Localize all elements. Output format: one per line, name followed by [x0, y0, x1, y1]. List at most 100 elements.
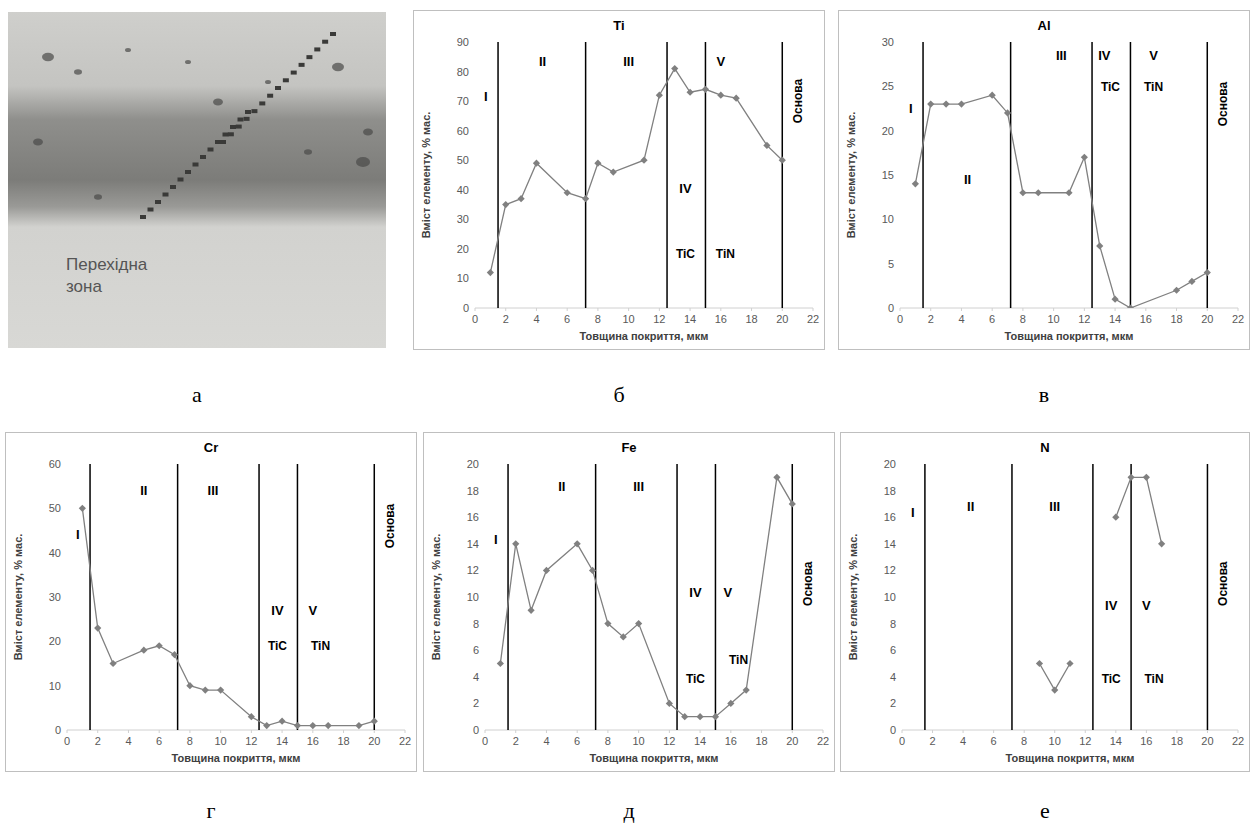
x-tick-label: 0	[64, 735, 70, 747]
zone-line	[922, 42, 924, 308]
y-tick-label: 20	[882, 125, 894, 137]
indent-mark	[259, 101, 265, 105]
chart-title: Cr	[204, 440, 218, 455]
x-tick-label: 4	[958, 313, 964, 325]
zone-label: IV	[1105, 598, 1118, 613]
indent-mark	[245, 110, 251, 114]
zone-line	[1092, 464, 1094, 730]
x-tick	[961, 308, 962, 311]
data-point	[94, 624, 101, 631]
x-tick	[730, 730, 731, 733]
y-tick-label: 20	[467, 458, 479, 470]
y-tick-label: 8	[890, 618, 896, 630]
panel-letter: б	[613, 382, 624, 407]
x-tick-label: 0	[472, 313, 478, 325]
zone-label: I	[911, 505, 915, 520]
zone-label: Основа	[383, 504, 397, 549]
zone-label: Основа	[1216, 561, 1230, 606]
x-tick	[1115, 308, 1116, 311]
data-point	[1127, 304, 1134, 308]
x-tick	[374, 730, 375, 733]
indent-mark	[178, 178, 184, 182]
panel-letter: г	[206, 798, 215, 823]
indent-mark	[322, 40, 328, 44]
x-tick-label: 2	[513, 735, 519, 747]
y-tick-label: 20	[49, 635, 61, 647]
indent-mark	[155, 200, 161, 204]
indent-mark	[223, 133, 229, 137]
x-tick	[761, 730, 762, 733]
x-tick	[690, 308, 691, 311]
y-tick-label: 4	[473, 671, 479, 683]
y-tick-label: 60	[49, 458, 61, 470]
data-point	[517, 195, 524, 202]
x-tick	[700, 730, 701, 733]
zone-label: I	[484, 89, 488, 104]
x-tick	[189, 730, 190, 733]
x-tick-label: 12	[1079, 735, 1091, 747]
x-tick-label: 8	[1020, 313, 1026, 325]
y-tick-label: 0	[890, 724, 896, 736]
indent-mark	[299, 63, 305, 67]
indent-mark	[244, 117, 250, 121]
photo-spot	[304, 149, 312, 155]
x-tick-label: 20	[786, 735, 798, 747]
data-point	[1158, 540, 1165, 547]
x-tick	[251, 730, 252, 733]
x-tick	[1176, 730, 1177, 733]
zone-label: Основа	[801, 561, 815, 606]
data-point	[1065, 189, 1072, 196]
photo-label-line: Перехідна	[66, 255, 148, 274]
x-tick-label: 12	[663, 735, 675, 747]
data-point	[696, 713, 703, 720]
indent-mark	[267, 94, 273, 98]
chart-title: Fe	[621, 440, 636, 455]
x-axis-line	[485, 730, 823, 731]
x-tick-label: 22	[807, 313, 819, 325]
zone-label: III	[623, 54, 634, 69]
y-tick-label: 90	[457, 36, 469, 48]
y-tick-label: 6	[473, 644, 479, 656]
zone-line	[1207, 464, 1209, 730]
indent-mark	[170, 185, 176, 189]
data-point	[512, 540, 519, 547]
data-point	[743, 687, 750, 694]
x-tick	[628, 308, 629, 311]
data-line	[915, 95, 1207, 308]
x-tick-label: 16	[307, 735, 319, 747]
x-axis-line	[67, 730, 405, 731]
data-point	[574, 540, 581, 547]
figure: ПерехідназонаабвгдеTi0102030405060708090…	[0, 0, 1255, 830]
data-group	[912, 92, 1211, 308]
zone-label: I	[76, 527, 80, 542]
photo-label: Перехідназона	[66, 255, 148, 296]
x-tick-label: 16	[725, 735, 737, 747]
x-tick	[1146, 730, 1147, 733]
zone-label: IV	[679, 181, 692, 196]
x-tick-label: 6	[991, 735, 997, 747]
indent-mark	[251, 109, 257, 113]
y-tick-label: 40	[49, 547, 61, 559]
data-point	[533, 160, 540, 167]
indent-mark	[283, 78, 289, 82]
x-tick	[159, 730, 160, 733]
x-tick-label: 18	[1170, 313, 1182, 325]
data-point	[610, 168, 617, 175]
y-tick-label: 6	[890, 644, 896, 656]
x-tick-label: 16	[715, 313, 727, 325]
data-point	[497, 660, 504, 667]
data-point	[1081, 154, 1088, 161]
data-point	[1127, 474, 1134, 481]
y-tick-label: 0	[473, 724, 479, 736]
y-tick-label: 14	[467, 538, 479, 550]
x-tick-label: 8	[605, 735, 611, 747]
x-tick	[669, 730, 670, 733]
photo-spot	[42, 53, 54, 61]
y-tick-label: 30	[457, 213, 469, 225]
x-tick	[930, 308, 931, 311]
data-point	[1112, 514, 1119, 521]
data-point	[502, 201, 509, 208]
x-tick	[128, 730, 129, 733]
data-point	[371, 718, 378, 725]
y-tick-label: 12	[884, 564, 896, 576]
